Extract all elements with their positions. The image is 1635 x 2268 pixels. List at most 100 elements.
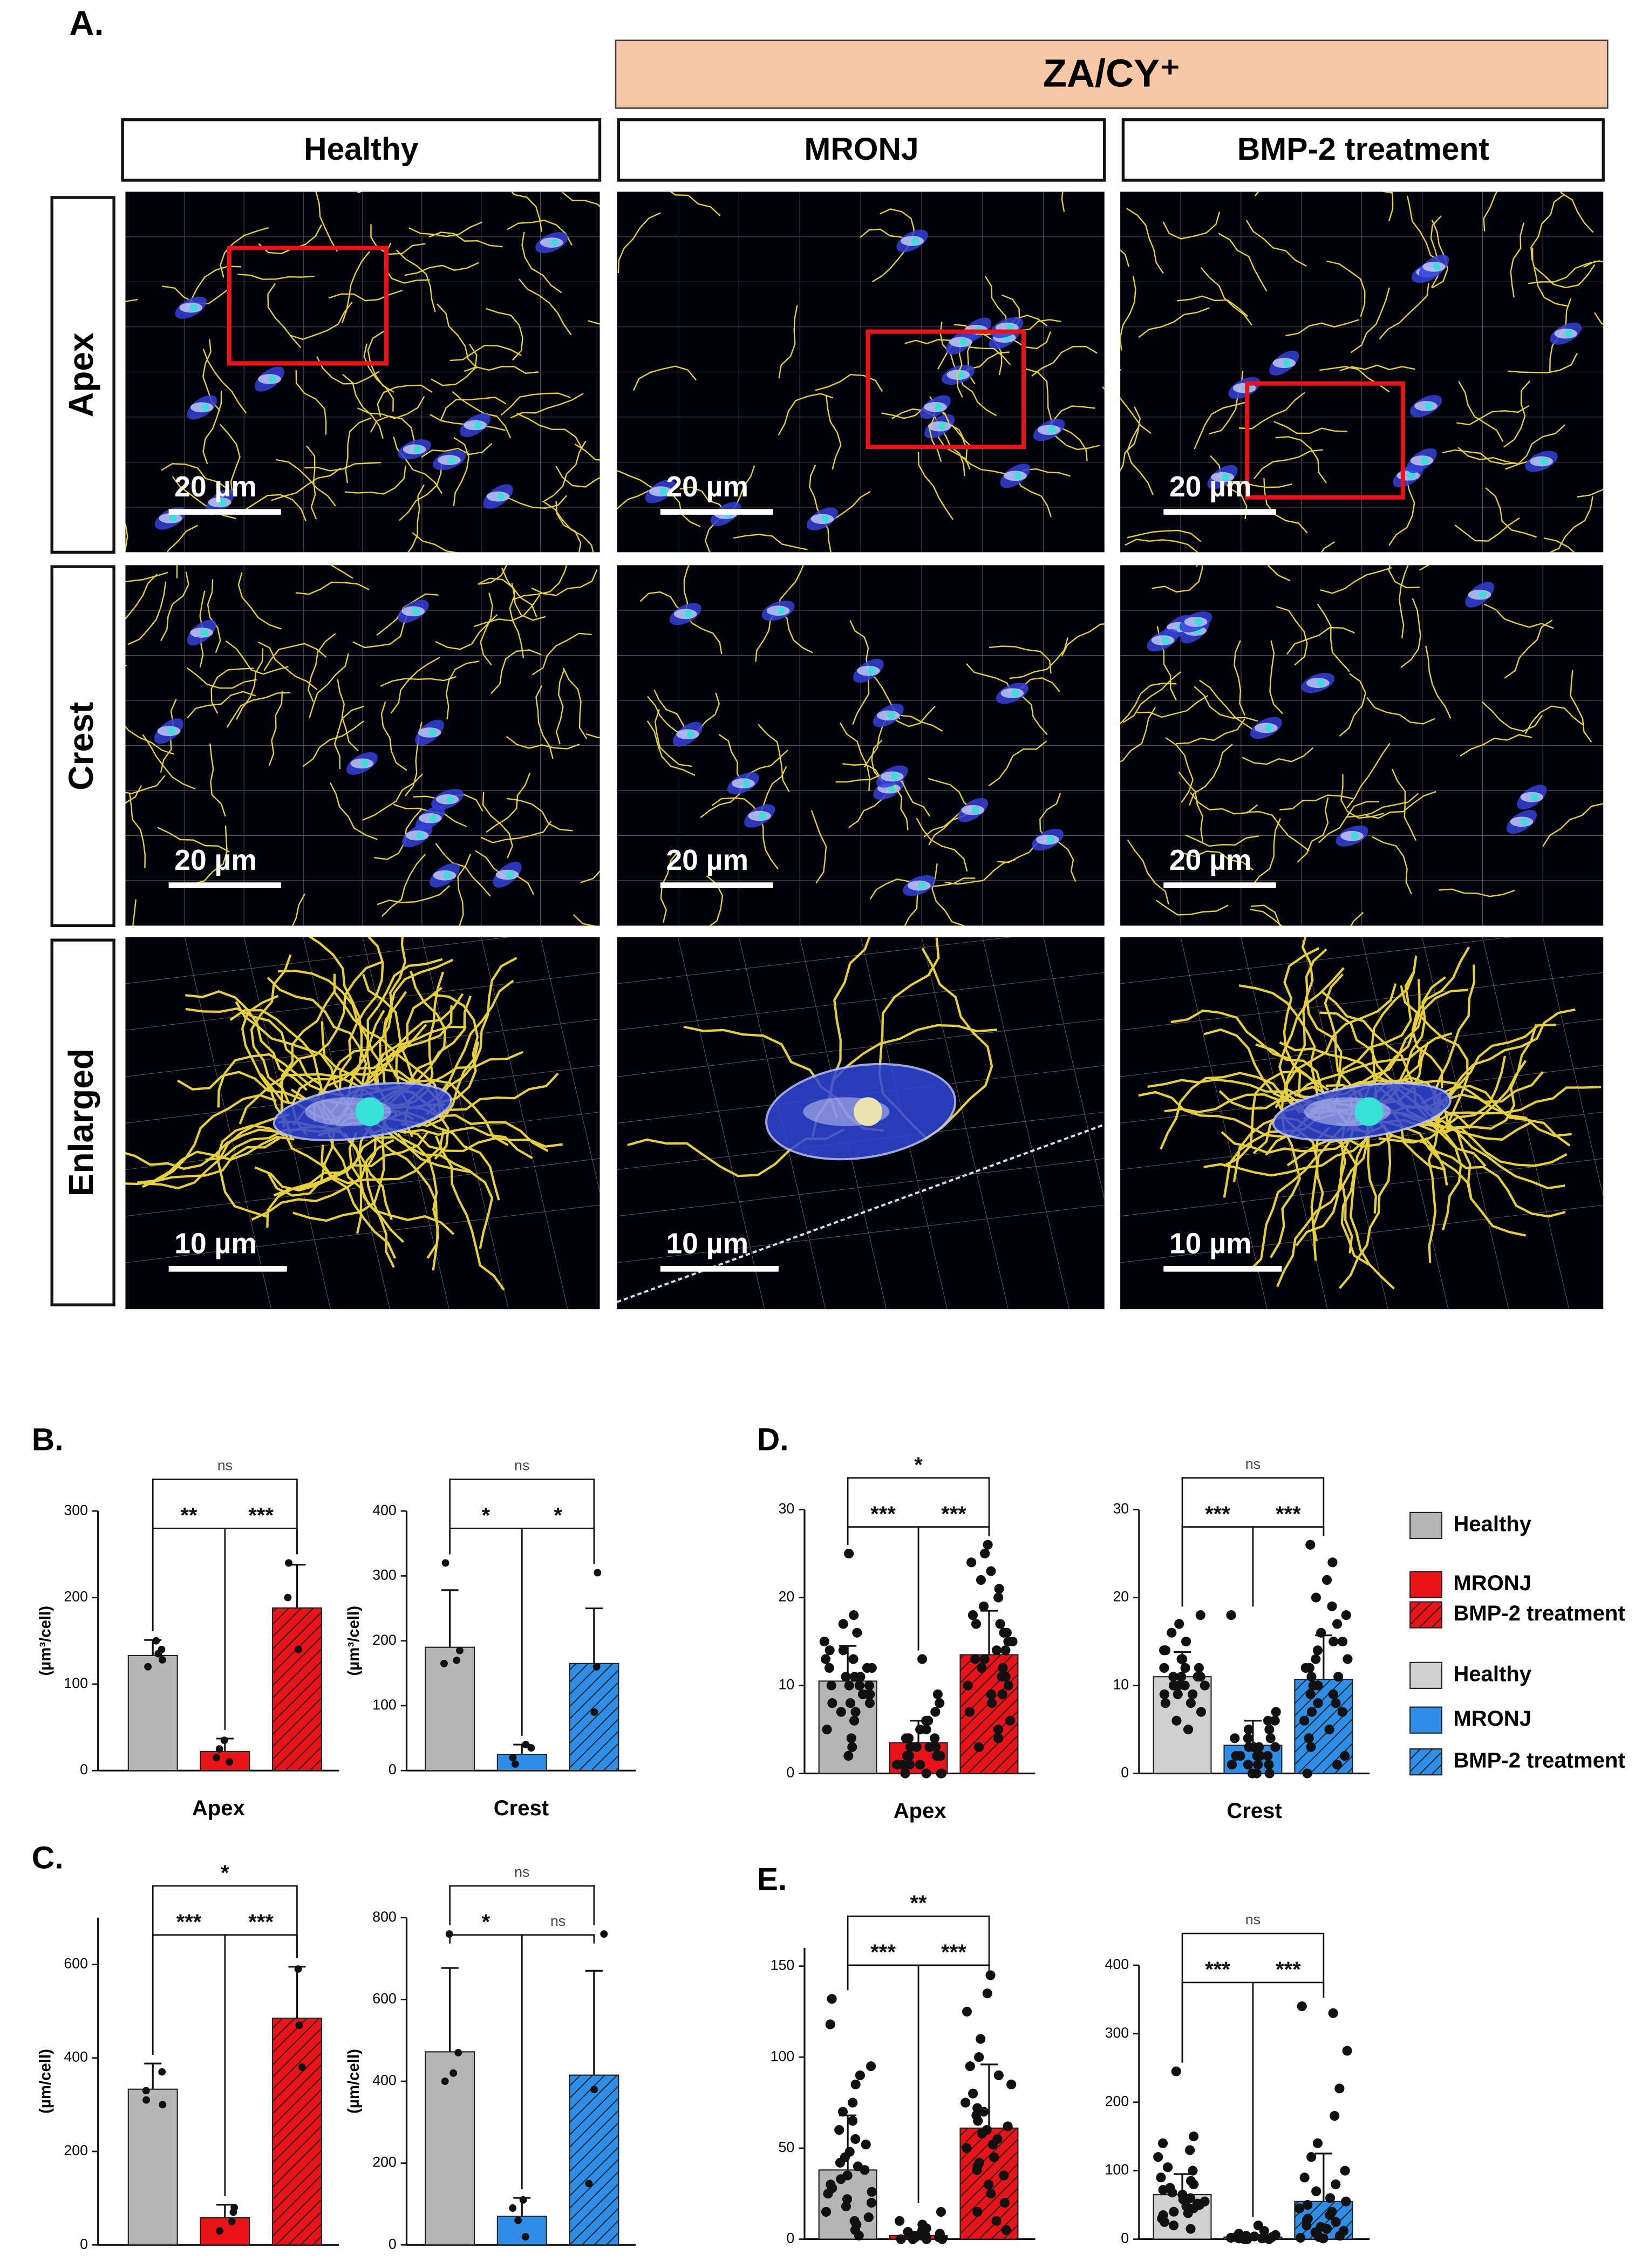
dendrite (1339, 673, 1366, 737)
dendrite (585, 733, 600, 739)
data-point (982, 1988, 992, 1999)
dendrite (217, 1053, 344, 1108)
data-point (935, 1751, 945, 1761)
y-tick-label: 400 (372, 1502, 397, 1518)
dendrite (921, 948, 993, 1140)
micrograph: 20 µm (617, 192, 1105, 553)
dendrite (1127, 839, 1169, 904)
dendrite (1338, 1129, 1392, 1289)
nucleus (1265, 724, 1273, 732)
data-point (1263, 1715, 1273, 1726)
dendrite (1238, 984, 1325, 1114)
scale-bar-label: 10 µm (174, 1228, 257, 1260)
dendrite (220, 227, 269, 278)
data-point (855, 2070, 865, 2081)
dendrite (1570, 670, 1592, 743)
y-tick-label: 10 (779, 1677, 795, 1693)
data-point (819, 1636, 829, 1647)
panel-label: C. (32, 1840, 64, 1875)
significance-label: ** (910, 1891, 927, 1915)
column-header: Healthy (304, 132, 419, 167)
dendrite (511, 192, 543, 232)
dendrite (501, 567, 546, 621)
dendrite (632, 365, 697, 391)
y-tick-label: 400 (1105, 1956, 1129, 1972)
y-tick-label: 50 (779, 2139, 795, 2155)
significance-bracket (152, 1885, 298, 2055)
data-point (1299, 2172, 1310, 2183)
dendrite (555, 501, 582, 553)
data-point (1325, 2210, 1335, 2221)
micrograph: 10 µm (125, 937, 600, 1310)
dendrite (966, 663, 1013, 694)
bar (200, 2217, 250, 2246)
dendrite (1122, 671, 1182, 723)
dendrite (408, 221, 482, 237)
data-point (1306, 1707, 1317, 1717)
data-point (908, 2234, 918, 2244)
significance-bracket (449, 1885, 595, 1926)
dendrite (127, 581, 167, 645)
dendrite (280, 973, 336, 1128)
micrograph: 20 µm (125, 192, 600, 553)
dendrite (988, 740, 1047, 787)
data-point (1306, 1742, 1316, 1752)
dendrite (399, 460, 442, 521)
column-header: MRONJ (804, 132, 918, 167)
y-tick-label: 30 (1113, 1501, 1129, 1517)
data-point (1324, 1724, 1334, 1735)
dendrite (396, 249, 436, 312)
significance-bracket (847, 1915, 990, 1991)
significance-label: ns (1245, 1911, 1261, 1928)
dendrite (1593, 312, 1604, 325)
data-point (1340, 2165, 1350, 2176)
dendrite (1432, 1092, 1565, 1190)
nucleus (934, 403, 942, 411)
dendrite (654, 709, 692, 767)
data-point (1302, 1768, 1312, 1779)
data-point (867, 1663, 877, 1673)
dendrite (1039, 792, 1061, 840)
dendrite (1136, 695, 1209, 718)
dendrite (573, 914, 596, 926)
dendrite (1276, 1137, 1351, 1288)
significance-label: *** (1276, 1502, 1301, 1526)
data-point (973, 2116, 983, 2126)
dendrite (1530, 194, 1565, 261)
data-point (987, 1698, 997, 1708)
dendrite (473, 595, 541, 628)
dendrite (1188, 744, 1233, 806)
data-point (1001, 2225, 1011, 2235)
y-tick-label: 200 (64, 2142, 88, 2158)
dendrite (186, 667, 257, 689)
dendrite (446, 660, 480, 720)
data-point (1327, 1601, 1337, 1611)
dendrite (1279, 794, 1353, 811)
data-point (590, 1708, 598, 1716)
data-point (1264, 2234, 1274, 2244)
data-point (1343, 1654, 1353, 1664)
dendrite (1531, 247, 1569, 307)
data-point (999, 2198, 1010, 2208)
dendrite (1456, 405, 1530, 426)
dendrite (380, 701, 407, 771)
data-point (845, 1698, 855, 1708)
dendrite (1439, 888, 1515, 897)
dendrite (185, 990, 308, 1091)
data-point (970, 1654, 980, 1664)
dendrite (718, 734, 744, 784)
x-axis-label: Apex (894, 2265, 946, 2268)
column-header: BMP-2 treatment (1237, 132, 1489, 167)
dendrite (1400, 985, 1469, 1126)
dendrite (1406, 195, 1442, 263)
data-point (1264, 1724, 1275, 1735)
data-point (820, 1654, 831, 1664)
data-point (972, 2165, 982, 2175)
data-point (592, 1663, 601, 1671)
data-point (1331, 2217, 1341, 2227)
dendrite (1425, 645, 1452, 719)
dendrite (1120, 707, 1156, 762)
data-point (1183, 2208, 1193, 2218)
dendrite (1454, 517, 1520, 542)
x-axis-label: Crest (494, 1796, 549, 1820)
